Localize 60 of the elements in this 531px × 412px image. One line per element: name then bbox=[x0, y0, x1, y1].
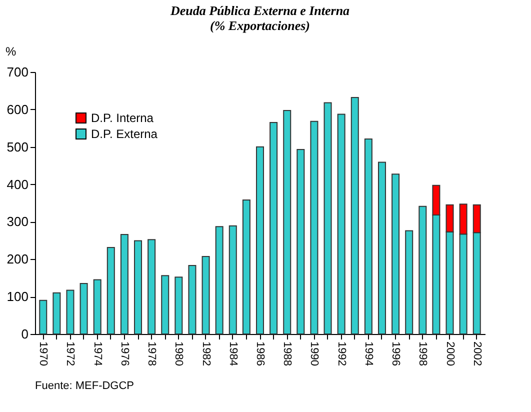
bar bbox=[392, 174, 400, 334]
bar bbox=[283, 110, 292, 334]
bar bbox=[80, 282, 88, 334]
bar bbox=[310, 120, 318, 334]
bar bbox=[242, 200, 250, 334]
x-tick-label: 1990 bbox=[308, 342, 320, 366]
bar bbox=[106, 247, 115, 334]
bar bbox=[337, 114, 346, 334]
x-tick-label: 1986 bbox=[254, 342, 266, 366]
bar bbox=[188, 265, 196, 334]
bar bbox=[174, 276, 183, 334]
x-tick-label: 1982 bbox=[200, 342, 212, 366]
bar bbox=[364, 138, 372, 334]
x-tick-label: 1992 bbox=[335, 342, 348, 366]
x-tick-label: 1994 bbox=[362, 342, 374, 366]
bar bbox=[418, 206, 427, 334]
bar bbox=[350, 96, 359, 334]
x-tick-label: 1976 bbox=[118, 342, 130, 366]
source-note: Fuente: MEF-DGCP bbox=[35, 380, 134, 392]
bar bbox=[148, 239, 156, 334]
bar bbox=[202, 256, 210, 334]
legend-label: D.P. Interna bbox=[91, 111, 154, 125]
bar bbox=[228, 225, 237, 334]
x-tick-label: 1978 bbox=[146, 342, 158, 366]
bar bbox=[256, 146, 264, 334]
bar bbox=[66, 290, 74, 334]
bar bbox=[324, 102, 332, 334]
x-tick-label: 1972 bbox=[64, 342, 76, 366]
y-tick-label: 600 bbox=[6, 102, 28, 117]
legend-label: D.P. Externa bbox=[91, 127, 158, 141]
y-tick-label: 400 bbox=[6, 176, 28, 192]
y-tick-label: 200 bbox=[6, 252, 28, 267]
x-tick-label: 1996 bbox=[390, 342, 402, 366]
y-tick-label: 100 bbox=[6, 289, 28, 304]
bar bbox=[39, 300, 48, 334]
y-tick-label: 500 bbox=[6, 139, 28, 154]
bar bbox=[215, 226, 224, 334]
x-tick-label: 1988 bbox=[281, 342, 294, 366]
bar bbox=[134, 240, 142, 334]
x-tick-label: 2002 bbox=[470, 342, 483, 366]
bar bbox=[378, 162, 386, 334]
y-tick-label: 0 bbox=[21, 326, 28, 342]
bar bbox=[93, 279, 102, 334]
x-tick-label: 1984 bbox=[226, 342, 239, 366]
y-tick-label: 300 bbox=[6, 214, 28, 230]
x-tick-label: 1970 bbox=[37, 342, 50, 366]
y-axis-title: % bbox=[6, 44, 16, 58]
bar bbox=[296, 148, 305, 334]
bar bbox=[120, 234, 128, 334]
x-tick-label: 1974 bbox=[91, 342, 104, 366]
y-tick-label: 700 bbox=[6, 64, 28, 80]
x-tick-label: 1980 bbox=[172, 342, 185, 366]
chart-title: Deuda Pública Externa e Interna bbox=[169, 3, 350, 18]
x-tick-label: 2000 bbox=[444, 342, 456, 366]
bar bbox=[52, 292, 61, 334]
bar bbox=[270, 122, 278, 334]
x-tick-label: 1998 bbox=[416, 342, 429, 366]
bar bbox=[161, 275, 170, 334]
bar bbox=[405, 230, 414, 334]
chart-subtitle: (% Exportaciones) bbox=[210, 18, 310, 33]
